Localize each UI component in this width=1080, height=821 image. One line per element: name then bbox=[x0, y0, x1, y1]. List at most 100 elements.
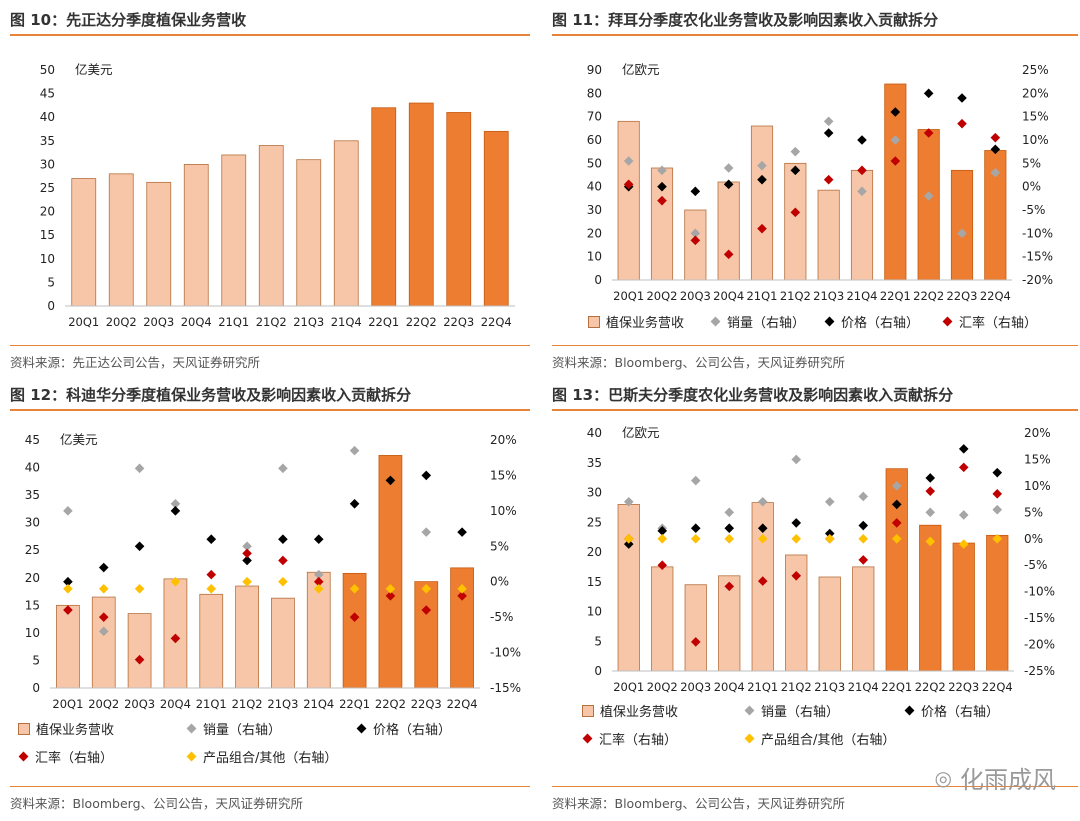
legend-diamond-swatch bbox=[744, 705, 755, 716]
data-point bbox=[958, 462, 969, 473]
data-point bbox=[791, 518, 802, 528]
bar bbox=[146, 181, 172, 307]
legend-diamond-swatch bbox=[904, 705, 915, 716]
chart-panel-11: 图 11：拜耳分季度农化业务营收及影响因素收入贡献拆分 0 10 20 30 40 50 6… bbox=[552, 8, 1078, 375]
legend-item: 销量（右轴） bbox=[710, 312, 805, 331]
data-point bbox=[824, 533, 835, 544]
data-point bbox=[690, 475, 701, 486]
y2-tick-label: -25% bbox=[1024, 664, 1055, 678]
y-tick-label: 5 bbox=[594, 634, 602, 648]
y2-tick-label: -10% bbox=[490, 646, 521, 660]
bar bbox=[750, 125, 774, 281]
y-tick-label: 45 bbox=[40, 87, 55, 101]
y-tick-label: 20 bbox=[25, 571, 40, 585]
data-point bbox=[824, 496, 835, 507]
x-tick-label: 21Q2 bbox=[256, 315, 287, 329]
data-point bbox=[858, 520, 869, 531]
data-point bbox=[990, 144, 1001, 155]
data-point bbox=[757, 533, 768, 544]
data-point bbox=[349, 612, 360, 622]
x-tick-label: 22Q2 bbox=[375, 697, 406, 711]
bar bbox=[71, 178, 97, 307]
data-point bbox=[858, 555, 869, 565]
y-tick-label: 45 bbox=[25, 433, 40, 447]
x-tick-label: 21Q1 bbox=[746, 289, 777, 303]
y2-tick-label: -5% bbox=[1024, 558, 1047, 572]
x-tick-label: 20Q2 bbox=[647, 680, 678, 694]
data-point bbox=[791, 454, 802, 465]
y2-tick-label: -5% bbox=[490, 610, 513, 624]
bar-chart-bayer: 0 10 20 30 40 50 60 70 80 90 亿欧元 -20% -15% -10% -5% 0% 5… bbox=[587, 62, 1053, 303]
y-tick-label: 30 bbox=[587, 486, 602, 500]
data-point bbox=[134, 654, 145, 665]
x-tick-label: 21Q3 bbox=[813, 289, 844, 303]
legend-bar-swatch bbox=[588, 315, 600, 328]
data-point bbox=[623, 179, 634, 190]
data-point bbox=[349, 498, 360, 509]
y-tick-label: 25 bbox=[587, 515, 602, 529]
bar bbox=[917, 129, 940, 281]
y-tick-label: 35 bbox=[25, 488, 40, 502]
y2-tick-label: 5% bbox=[1024, 505, 1043, 519]
data-point bbox=[890, 107, 901, 117]
y2-tick-label: -20% bbox=[1022, 273, 1053, 287]
bar bbox=[56, 604, 80, 689]
y2-tick-label: 0% bbox=[1022, 180, 1041, 194]
source-note: 资料来源：先正达公司公告，天风证券研究所 bbox=[10, 345, 530, 371]
legend-diamond-swatch bbox=[186, 751, 197, 762]
data-point bbox=[723, 249, 734, 260]
y2-tick-label: -10% bbox=[1022, 226, 1053, 240]
legend-label: 植保业务营收 bbox=[600, 705, 679, 720]
bar bbox=[950, 169, 974, 281]
data-point bbox=[823, 174, 834, 185]
source-note: 资料来源：Bloomberg、公司公告，天风证券研究所 bbox=[10, 786, 530, 812]
data-point bbox=[992, 504, 1003, 515]
bar bbox=[817, 189, 840, 281]
source-note: 资料来源：Bloomberg、公司公告，天风证券研究所 bbox=[552, 786, 1078, 812]
bar-chart-basf: 0 5 10 15 20 25 30 35 40 亿欧元 -25% -20% -15% -10% -5% 0%… bbox=[587, 425, 1055, 694]
y-tick-label: 10 bbox=[587, 605, 602, 619]
data-point bbox=[349, 445, 360, 456]
data-point bbox=[957, 93, 967, 103]
data-point bbox=[925, 473, 936, 483]
y2-tick-label: 10% bbox=[1024, 479, 1051, 493]
data-point bbox=[63, 605, 73, 615]
y-tick-label: 40 bbox=[40, 110, 55, 124]
x-tick-label: 20Q3 bbox=[680, 680, 711, 694]
legend-label: 销量（右轴） bbox=[761, 705, 840, 720]
bar bbox=[258, 145, 284, 307]
x-tick-label: 21Q2 bbox=[232, 697, 263, 711]
data-point bbox=[170, 633, 181, 644]
data-point bbox=[242, 548, 252, 559]
y-tick-label: 0 bbox=[32, 681, 40, 695]
legend-item: 销量（右轴） bbox=[186, 719, 281, 738]
data-point bbox=[724, 507, 735, 518]
data-point bbox=[724, 533, 735, 544]
y-tick-label: 15 bbox=[40, 228, 55, 242]
x-tick-label: 22Q4 bbox=[481, 315, 512, 329]
y-tick-label: 70 bbox=[587, 110, 602, 124]
legend-item: 植保业务营收 bbox=[582, 701, 678, 720]
y-tick-label: 25 bbox=[25, 543, 40, 557]
bar bbox=[617, 504, 640, 672]
legend-item: 汇率（右轴） bbox=[942, 312, 1037, 331]
figure-title: 图 10：先正达分季度植保业务营收 bbox=[10, 8, 530, 36]
data-point bbox=[63, 506, 73, 516]
y-tick-label: 0 bbox=[594, 664, 602, 678]
unit-label: 亿美元 bbox=[75, 62, 113, 77]
legend-label: 价格（右轴） bbox=[373, 723, 452, 738]
data-point bbox=[923, 191, 934, 201]
data-point bbox=[242, 541, 252, 552]
bar bbox=[784, 162, 807, 281]
data-point bbox=[723, 179, 734, 190]
data-point bbox=[857, 135, 867, 145]
x-tick-label: 21Q3 bbox=[267, 697, 298, 711]
bar bbox=[378, 455, 403, 689]
x-tick-label: 22Q4 bbox=[982, 680, 1013, 694]
legend-diamond-swatch bbox=[18, 751, 29, 762]
data-point bbox=[925, 507, 936, 518]
y-tick-label: 20 bbox=[587, 545, 602, 559]
x-tick-label: 21Q2 bbox=[781, 680, 812, 694]
legend-label: 汇率（右轴） bbox=[599, 733, 678, 748]
y-tick-label: 20 bbox=[40, 205, 55, 219]
